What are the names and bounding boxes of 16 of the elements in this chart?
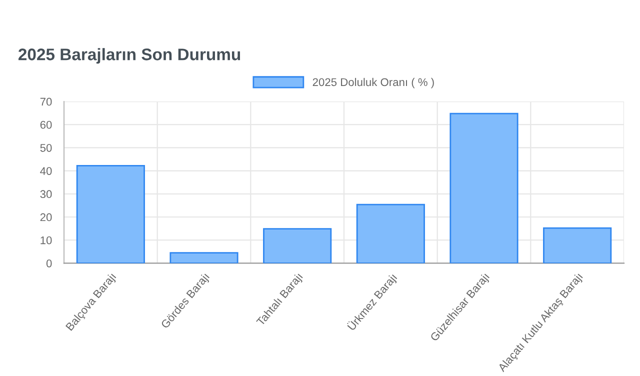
bar <box>543 227 612 264</box>
bar <box>263 228 332 264</box>
chart-title: 2025 Barajların Son Durumu <box>18 48 240 64</box>
y-tick-label: 40 <box>40 167 52 175</box>
y-tick-label: 20 <box>40 213 52 222</box>
y-tick-label: 0 <box>46 259 52 268</box>
y-tick-label: 70 <box>40 98 52 106</box>
y-tick-label: 50 <box>40 144 52 152</box>
legend-label: 2025 Doluluk Oranı ( % ) <box>312 78 434 88</box>
bar <box>450 112 518 264</box>
bar <box>356 204 425 264</box>
bar <box>170 252 238 264</box>
y-tick-label: 10 <box>40 236 52 244</box>
y-tick-label: 60 <box>40 120 52 129</box>
bar <box>76 165 145 264</box>
y-tick-label: 30 <box>40 190 52 198</box>
